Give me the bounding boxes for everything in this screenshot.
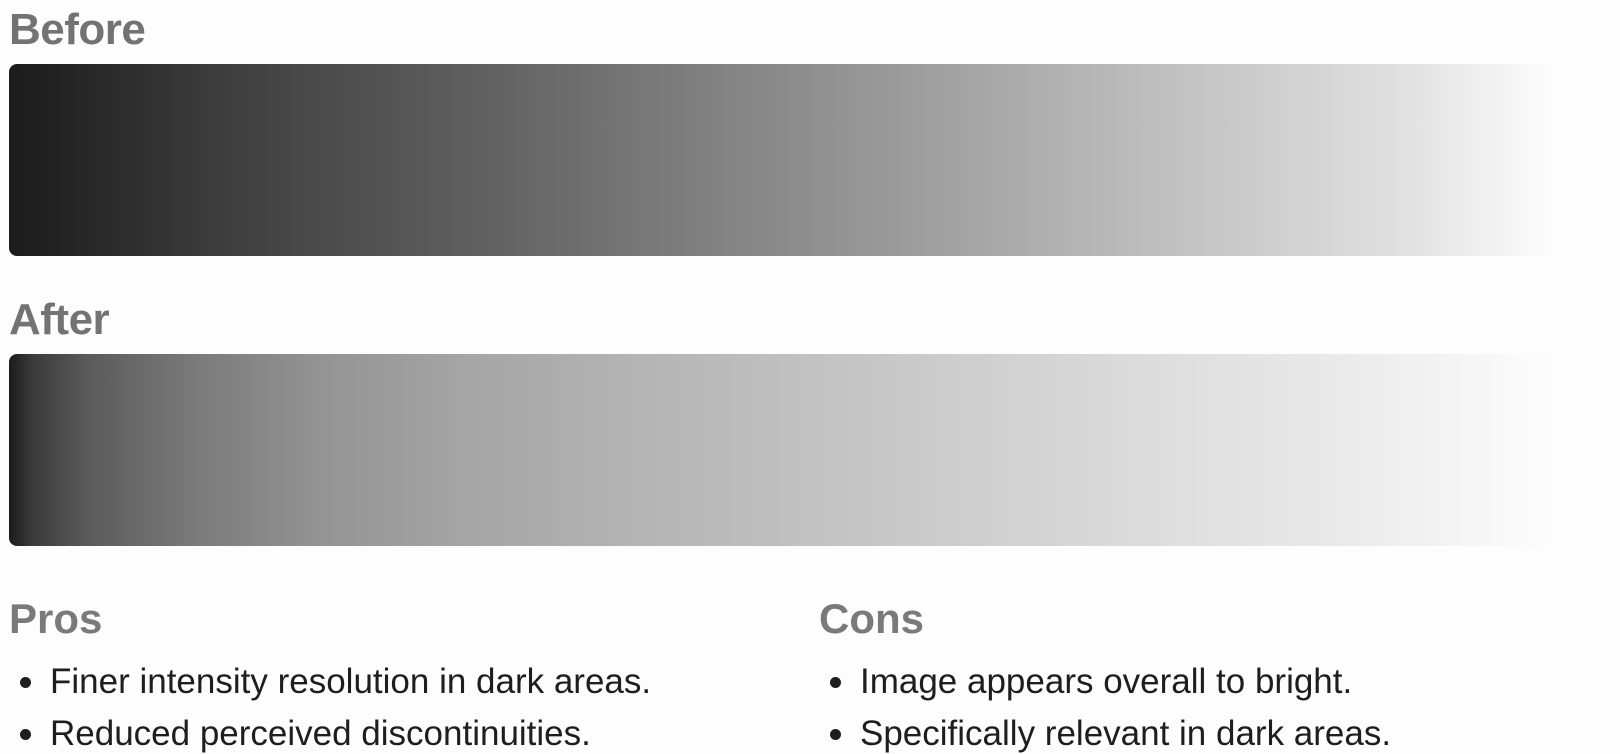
bullet-icon (20, 677, 31, 688)
pros-list-item: Reduced perceived discontinuities. (20, 708, 651, 754)
pros-list-item: Finer intensity resolution in dark areas… (20, 656, 651, 708)
cons-list: Image appears overall to bright. Specifi… (830, 656, 1391, 754)
before-gradient-bar (9, 64, 1553, 256)
pros-title: Pros (9, 595, 103, 642)
cons-list-item: Specifically relevant in dark areas. (830, 708, 1391, 754)
pros-item-text: Finer intensity resolution in dark areas… (50, 662, 652, 701)
after-title: After (9, 295, 110, 344)
cons-list-item: Image appears overall to bright. (830, 656, 1391, 708)
cons-title: Cons (819, 595, 924, 642)
bullet-icon (20, 729, 31, 740)
bullet-icon (830, 729, 841, 740)
bullet-icon (830, 677, 841, 688)
after-gradient-bar (9, 354, 1553, 546)
pros-item-text: Reduced perceived discontinuities. (50, 714, 591, 753)
cons-item-text: Image appears overall to bright. (860, 662, 1353, 701)
before-title: Before (9, 5, 146, 54)
pros-list: Finer intensity resolution in dark areas… (20, 656, 651, 754)
cons-item-text: Specifically relevant in dark areas. (860, 714, 1392, 753)
